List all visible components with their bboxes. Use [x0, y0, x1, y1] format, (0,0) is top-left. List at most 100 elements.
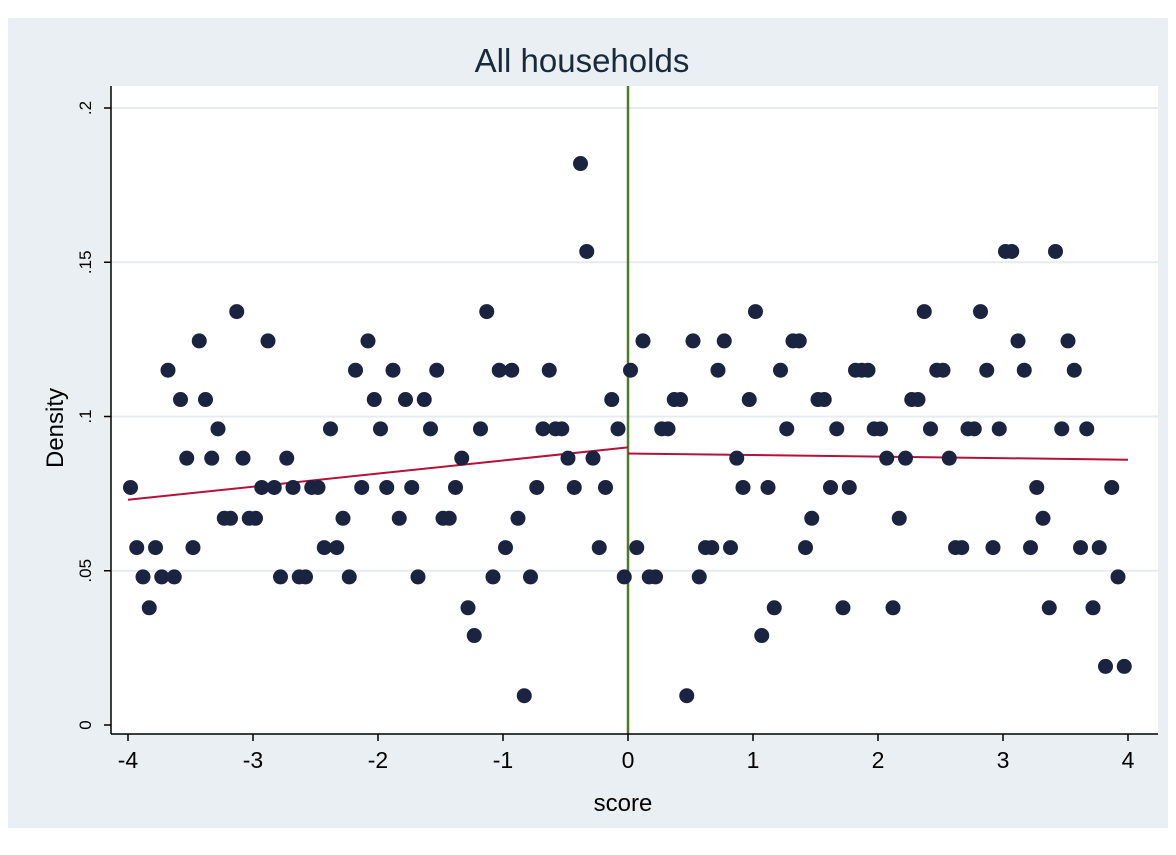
data-point-138 [985, 540, 1001, 556]
data-point-38 [360, 333, 376, 349]
axes [110, 86, 1158, 735]
data-point-70 [560, 450, 576, 466]
data-point-109 [804, 510, 820, 526]
data-point-53 [454, 450, 470, 466]
data-point-121 [879, 450, 895, 466]
gridlines [111, 107, 1158, 572]
data-point-62 [510, 510, 526, 526]
data-point-103 [766, 600, 782, 616]
data-point-43 [391, 510, 407, 526]
data-point-127 [916, 304, 932, 320]
data-point-25 [279, 450, 295, 466]
data-point-46 [410, 569, 426, 585]
data-point-155 [1091, 540, 1107, 556]
data-point-158 [1110, 569, 1126, 585]
data-point-114 [835, 600, 851, 616]
data-point-22 [260, 333, 276, 349]
plot-area [111, 86, 1158, 734]
x-axis-label: score [594, 790, 653, 817]
data-point-131 [941, 450, 957, 466]
data-point-16 [223, 510, 238, 526]
x-tick-label-5: 1 [747, 747, 760, 773]
data-point-18 [235, 450, 251, 466]
data-point-69 [554, 421, 570, 437]
x-ticks: -4 -3 -2 -1 0 1 2 3 4 [118, 734, 1135, 773]
data-point-135 [966, 421, 982, 437]
data-point-145 [1029, 479, 1045, 495]
data-point-63 [516, 688, 532, 704]
data-point-86 [660, 421, 676, 437]
data-point-36 [348, 362, 363, 378]
data-point-153 [1079, 421, 1095, 437]
x-tick-label-3: -1 [493, 747, 513, 773]
y-tick-label-3: .15 [76, 250, 95, 274]
data-point-4 [148, 540, 163, 556]
data-point-126 [910, 392, 926, 408]
data-point-146 [1035, 510, 1051, 526]
data-point-47 [416, 392, 432, 408]
data-point-93 [704, 540, 720, 556]
data-point-105 [779, 421, 795, 437]
y-tick-label-1: .05 [76, 559, 95, 583]
data-point-137 [979, 362, 995, 378]
data-point-147 [1041, 600, 1057, 616]
data-point-13 [204, 450, 220, 466]
data-point-122 [885, 600, 901, 616]
data-point-123 [891, 510, 907, 526]
data-point-54 [460, 600, 476, 616]
data-point-41 [379, 479, 395, 495]
data-point-144 [1023, 540, 1038, 556]
data-point-104 [773, 362, 788, 378]
data-point-79 [616, 569, 632, 585]
data-point-159 [1116, 658, 1132, 674]
data-point-77 [604, 392, 620, 408]
data-point-3 [141, 600, 157, 616]
data-point-55 [466, 628, 482, 644]
data-point-21 [254, 479, 270, 495]
data-point-67 [541, 362, 557, 378]
data-points [123, 156, 1132, 704]
x-tick-label-2: -2 [368, 747, 388, 773]
data-point-57 [479, 304, 495, 320]
data-point-124 [898, 450, 913, 466]
data-point-73 [579, 243, 595, 259]
fit-lines [127, 446, 1129, 501]
data-point-143 [1016, 362, 1032, 378]
data-point-44 [398, 392, 413, 408]
chart-title: All households [475, 42, 690, 79]
y-axis-label: Density [42, 388, 69, 468]
data-point-24 [273, 569, 288, 585]
data-point-118 [860, 362, 876, 378]
data-point-95 [716, 333, 732, 349]
scatter-chart: -4 -3 -2 -1 0 1 2 3 4 0 .05 .1 .15 .2 All households… [42, 42, 1158, 817]
data-point-141 [1004, 243, 1020, 259]
data-point-97 [729, 450, 745, 466]
data-point-148 [1048, 243, 1063, 259]
data-point-142 [1010, 333, 1026, 349]
data-point-34 [335, 510, 351, 526]
data-point-149 [1054, 421, 1070, 437]
data-point-33 [329, 540, 345, 556]
data-point-23 [266, 479, 282, 495]
data-point-40 [373, 421, 388, 437]
y-tick-label-0: 0 [76, 720, 95, 729]
data-point-152 [1073, 540, 1088, 556]
y-tick-label-4: .2 [76, 101, 95, 115]
data-point-136 [973, 304, 988, 320]
data-point-108 [798, 540, 813, 556]
data-point-12 [198, 392, 213, 408]
data-point-72 [573, 156, 588, 172]
data-point-133 [954, 540, 970, 556]
data-point-7 [166, 569, 182, 585]
data-point-90 [685, 333, 701, 349]
data-point-6 [160, 362, 176, 378]
data-point-30 [310, 479, 326, 495]
data-point-0 [123, 479, 138, 495]
data-point-14 [210, 421, 226, 437]
x-tick-label-6: 2 [872, 747, 885, 773]
data-point-52 [448, 479, 463, 495]
data-point-49 [429, 362, 445, 378]
data-point-35 [341, 569, 357, 585]
x-tick-label-0: -4 [118, 747, 139, 773]
data-point-91 [691, 569, 707, 585]
